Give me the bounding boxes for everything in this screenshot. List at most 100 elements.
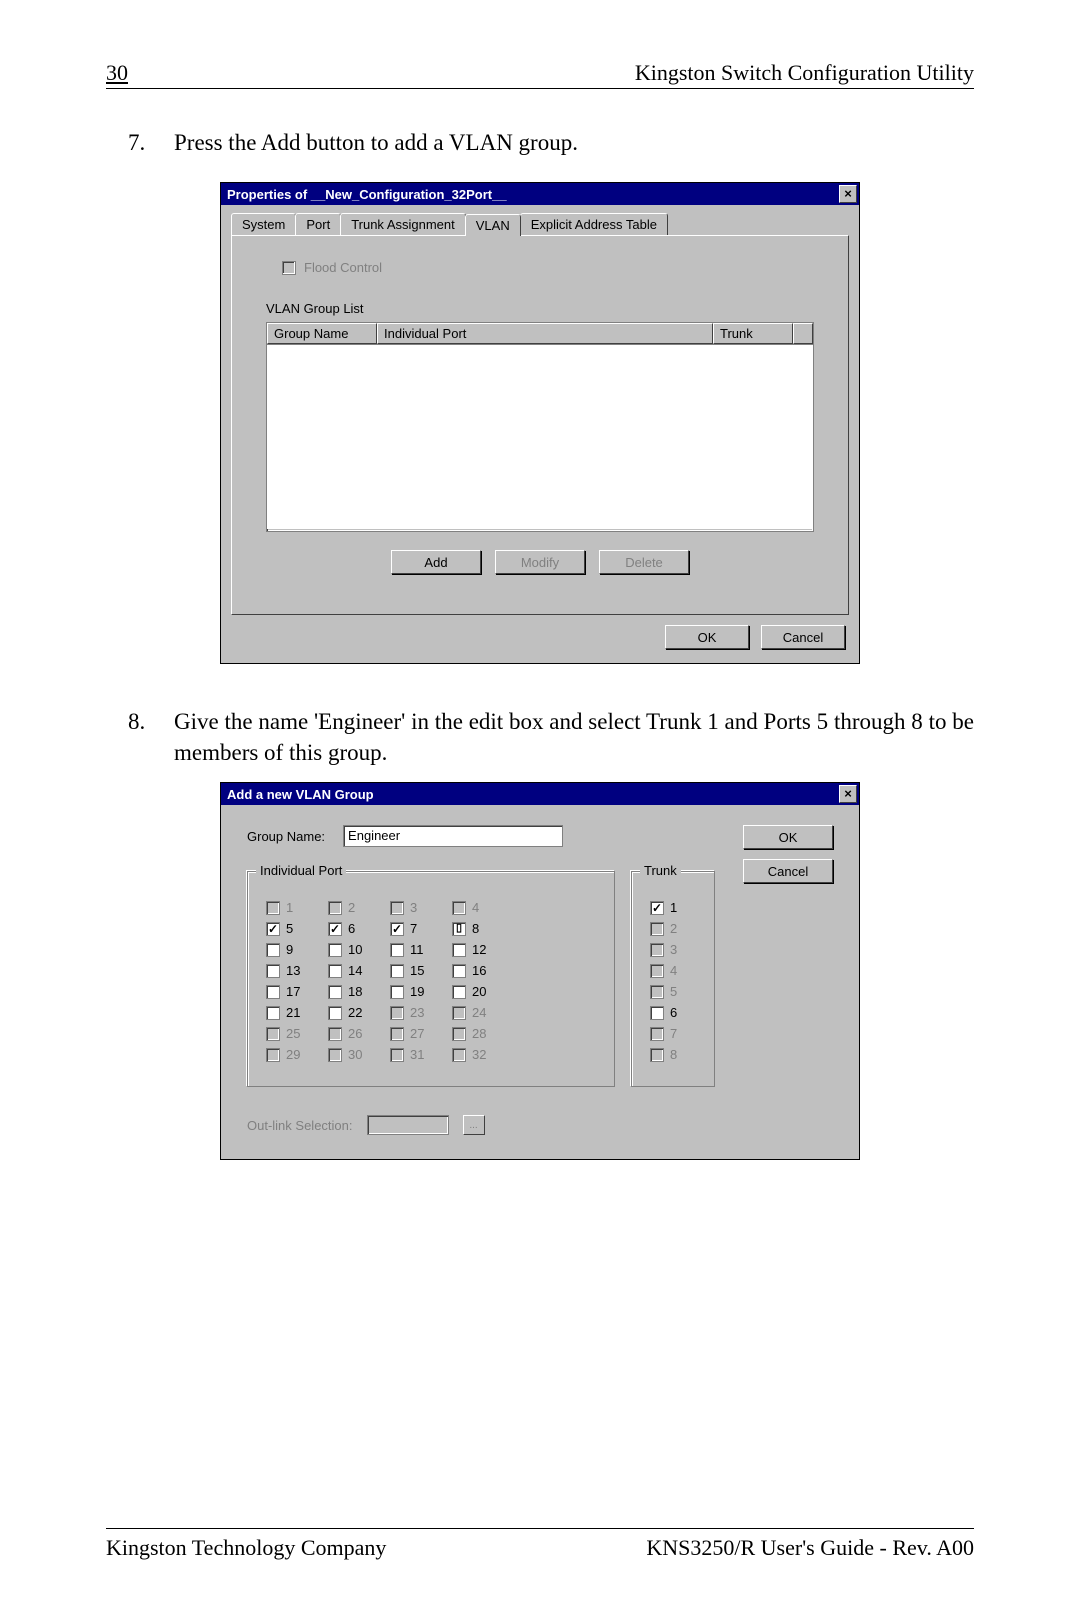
port-15[interactable]: 15 [390,963,452,978]
port-17[interactable]: 17 [266,984,328,999]
port-checkbox[interactable] [390,943,404,957]
port-checkbox[interactable] [328,943,342,957]
port-checkbox [266,1048,280,1062]
port-label: 32 [472,1047,486,1062]
port-11[interactable]: 11 [390,942,452,957]
item-text: Press the Add button to add a VLAN group… [174,127,578,158]
port-checkbox[interactable] [452,964,466,978]
port-label: 29 [286,1047,300,1062]
port-label: 25 [286,1026,300,1041]
delete-button[interactable]: Delete [599,550,689,574]
port-checkbox[interactable] [390,922,404,936]
flood-control-checkbox[interactable] [282,261,296,275]
port-checkbox[interactable] [390,985,404,999]
port-5[interactable]: 5 [266,921,328,936]
port-31: 31 [390,1047,452,1062]
port-checkbox[interactable] [452,922,466,936]
trunk-checkbox[interactable] [650,901,664,915]
port-2: 2 [328,900,390,915]
vlan-buttons-row: Add Modify Delete [266,550,814,574]
list-body[interactable] [267,344,813,529]
port-checkbox[interactable] [328,922,342,936]
port-8[interactable]: 8 [452,921,514,936]
port-label: 6 [348,921,355,936]
port-label: 18 [348,984,362,999]
port-label: 26 [348,1026,362,1041]
port-12[interactable]: 12 [452,942,514,957]
col-trunk[interactable]: Trunk [713,323,793,344]
cancel-button[interactable]: Cancel [743,859,833,883]
port-label: 8 [472,921,479,936]
port-checkbox[interactable] [266,943,280,957]
trunk-5: 5 [650,984,696,999]
port-20[interactable]: 20 [452,984,514,999]
page-number: 30 [106,60,128,86]
tab-trunk-assignment[interactable]: Trunk Assignment [340,213,466,235]
ok-button[interactable]: OK [743,825,833,849]
modify-button[interactable]: Modify [495,550,585,574]
port-checkbox[interactable] [328,1006,342,1020]
port-7[interactable]: 7 [390,921,452,936]
port-13[interactable]: 13 [266,963,328,978]
port-14[interactable]: 14 [328,963,390,978]
dialog-left: Group Name: Engineer Individual Port 123… [247,825,715,1135]
port-label: 24 [472,1005,486,1020]
tab-port[interactable]: Port [295,213,341,235]
col-individual-port[interactable]: Individual Port [377,323,713,344]
port-30: 30 [328,1047,390,1062]
outlink-browse-button[interactable]: ... [463,1115,485,1135]
trunk-1[interactable]: 1 [650,900,696,915]
port-10[interactable]: 10 [328,942,390,957]
trunk-6[interactable]: 6 [650,1005,696,1020]
tab-panel-vlan: Flood Control VLAN Group List Group Name… [231,235,849,615]
port-22[interactable]: 22 [328,1005,390,1020]
trunk-checkbox[interactable] [650,1006,664,1020]
port-checkbox[interactable] [266,1006,280,1020]
port-checkbox[interactable] [266,985,280,999]
port-checkbox [266,901,280,915]
trunk-checkbox [650,922,664,936]
port-checkbox[interactable] [390,964,404,978]
port-checkbox[interactable] [452,985,466,999]
tab-system[interactable]: System [231,213,296,235]
port-checkbox [390,1006,404,1020]
ports-trunk-row: Individual Port 123456789101112131415161… [247,871,715,1087]
port-checkbox[interactable] [328,964,342,978]
port-label: 4 [472,900,479,915]
col-group-name[interactable]: Group Name [267,323,377,344]
port-checkbox[interactable] [452,943,466,957]
port-checkbox[interactable] [266,964,280,978]
header-right: Kingston Switch Configuration Utility [635,60,974,86]
outlink-label: Out-link Selection: [247,1118,353,1133]
group-name-input[interactable]: Engineer [343,825,563,847]
port-6[interactable]: 6 [328,921,390,936]
properties-dialog: Properties of __New_Configuration_32Port… [220,182,860,664]
port-18[interactable]: 18 [328,984,390,999]
tab-explicit-address-table[interactable]: Explicit Address Table [520,213,668,235]
trunk-label: 5 [670,984,677,999]
tab-vlan[interactable]: VLAN [465,214,521,236]
port-label: 17 [286,984,300,999]
port-9[interactable]: 9 [266,942,328,957]
individual-port-fieldset: Individual Port 123456789101112131415161… [247,871,615,1087]
port-21[interactable]: 21 [266,1005,328,1020]
vlan-group-list[interactable]: Group Name Individual Port Trunk [266,322,814,532]
add-button[interactable]: Add [391,550,481,574]
port-label: 16 [472,963,486,978]
cancel-button[interactable]: Cancel [761,625,845,649]
port-checkbox[interactable] [328,985,342,999]
port-16[interactable]: 16 [452,963,514,978]
trunk-label: 6 [670,1005,677,1020]
ok-button[interactable]: OK [665,625,749,649]
vlan-group-list-label: VLAN Group List [266,301,814,316]
port-26: 26 [328,1026,390,1041]
col-scroll-spacer [793,323,813,344]
titlebar: Add a new VLAN Group × [221,783,859,805]
close-icon[interactable]: × [839,185,857,203]
close-icon[interactable]: × [839,785,857,803]
trunk-label: 3 [670,942,677,957]
trunk-7: 7 [650,1026,696,1041]
port-19[interactable]: 19 [390,984,452,999]
port-checkbox[interactable] [266,922,280,936]
flood-control-label: Flood Control [304,260,382,275]
